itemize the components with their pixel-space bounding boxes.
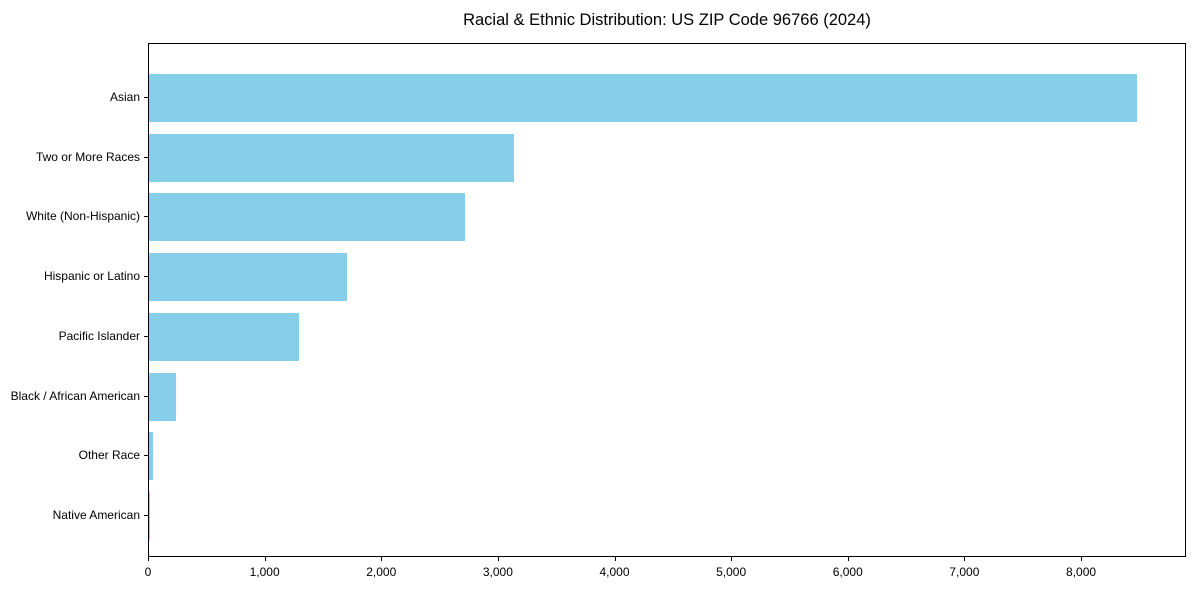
bar-two-or-more-races — [149, 133, 515, 182]
x-tick-mark — [264, 557, 266, 561]
bar-other-race — [149, 432, 154, 481]
y-tick-mark — [144, 395, 148, 397]
y-tick-mark — [144, 216, 148, 218]
y-tick-label: Black / African American — [10, 388, 140, 403]
y-tick-mark — [144, 514, 148, 516]
y-tick-label: Other Race — [78, 448, 140, 463]
x-tick-mark — [497, 557, 499, 561]
chart-title: Racial & Ethnic Distribution: US ZIP Cod… — [463, 11, 871, 29]
y-tick-mark — [144, 97, 148, 98]
y-tick-mark — [144, 156, 148, 158]
y-tick-label: Two or More Races — [35, 149, 140, 164]
x-tick-mark — [964, 557, 966, 561]
y-tick-label: Native American — [52, 507, 140, 522]
x-tick-label: 3,000 — [482, 565, 513, 579]
y-tick-label: Hispanic or Latino — [43, 269, 140, 284]
x-tick-label: 7,000 — [949, 565, 980, 579]
bar-asian — [149, 74, 1138, 122]
y-tick-label: Pacific Islander — [58, 328, 140, 343]
bar-hispanic-or-latino — [149, 253, 348, 302]
y-tick-label: White (Non-Hispanic) — [25, 209, 140, 224]
x-tick-label: 8,000 — [1066, 565, 1097, 579]
x-tick-label: 1,000 — [249, 565, 280, 579]
bar-native-american — [149, 491, 150, 540]
y-tick-label: Asian — [109, 90, 140, 104]
x-tick-mark — [381, 557, 383, 561]
y-tick-mark — [144, 276, 148, 278]
x-tick-label: 5,000 — [716, 565, 747, 579]
x-tick-mark — [731, 557, 733, 561]
x-tick-label: 2,000 — [366, 565, 397, 579]
bar-white-non-hispanic — [149, 193, 466, 242]
bar-black-african-american — [149, 372, 176, 421]
x-tick-label: 6,000 — [832, 565, 863, 579]
x-tick-mark — [847, 557, 849, 561]
bar-pacific-islander — [149, 312, 299, 361]
x-tick-mark — [1081, 557, 1083, 561]
x-tick-mark — [148, 557, 149, 561]
x-tick-label: 0 — [144, 565, 152, 579]
y-tick-mark — [144, 335, 148, 337]
x-tick-mark — [614, 557, 616, 561]
x-tick-label: 4,000 — [599, 565, 630, 579]
y-tick-mark — [144, 455, 148, 457]
plot-area — [148, 43, 1186, 557]
